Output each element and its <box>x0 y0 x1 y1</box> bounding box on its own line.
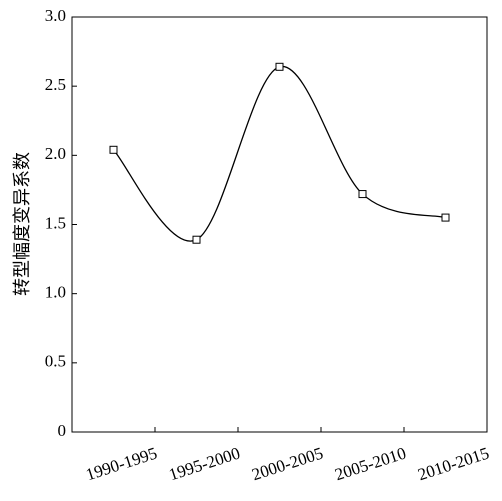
marker <box>192 235 201 244</box>
x-tick-label: 1990-1995 <box>84 443 160 484</box>
y-tick-label: 3.0 <box>45 6 66 25</box>
x-tick-label: 2010-2015 <box>416 443 492 484</box>
y-tick-label: 1.5 <box>45 213 66 232</box>
y-tick-label: 2.0 <box>45 144 66 163</box>
plot-frame <box>71 16 488 433</box>
y-axis-label: 转型幅度变异系数 <box>12 152 32 296</box>
x-tick-label: 2000-2005 <box>250 443 326 484</box>
x-tick-label: 2005-2010 <box>333 443 409 484</box>
marker <box>441 213 450 222</box>
line <box>113 66 446 242</box>
y-tick-label: 2.5 <box>45 75 66 94</box>
marker <box>358 190 367 199</box>
marker <box>109 145 118 154</box>
y-tick-label: 0.5 <box>45 352 66 371</box>
y-tick-label: 1.0 <box>45 283 66 302</box>
marker <box>275 62 284 71</box>
y-tick-label: 0 <box>58 421 67 440</box>
x-tick-label: 1995-2000 <box>167 443 243 484</box>
